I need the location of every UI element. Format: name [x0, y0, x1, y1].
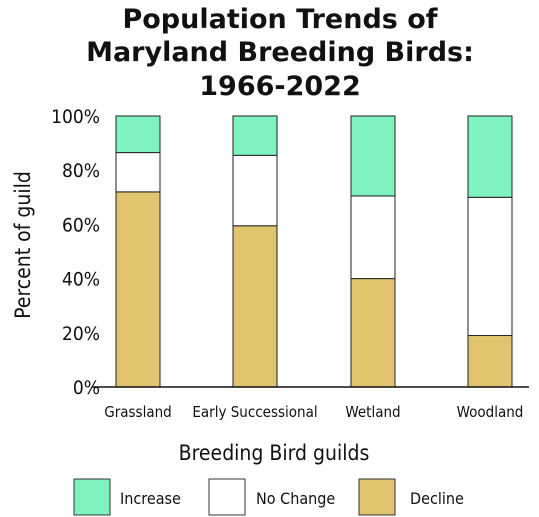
- bar-segment-no-change: [232, 154, 278, 227]
- bars: [115, 115, 513, 388]
- bar-segment-increase: [115, 115, 161, 154]
- x-tick-label: Wetland: [345, 403, 400, 421]
- y-axis-label: Percent of guild: [11, 171, 35, 319]
- x-tick-label: Early Successional: [192, 403, 317, 421]
- legend-swatch-decline: [358, 478, 396, 516]
- legend-label-decline: Decline: [410, 489, 464, 508]
- y-tick-label: 100%: [51, 106, 100, 128]
- x-axis-label: Breeding Bird guilds: [179, 441, 370, 465]
- legend-label-increase: Increase: [120, 489, 181, 508]
- y-tick-label: 40%: [62, 269, 100, 291]
- chart-title-line-3: 1966-2022: [199, 71, 361, 102]
- y-tick-label: 20%: [62, 323, 100, 345]
- x-tick-label: Grassland: [104, 403, 171, 421]
- bar-segment-decline: [115, 191, 161, 388]
- bar-segment-no-change: [467, 196, 513, 337]
- bar-segment-increase: [350, 115, 396, 197]
- bar-segment-increase: [467, 115, 513, 198]
- x-tick-label: Woodland: [457, 403, 524, 421]
- chart-title: Population Trends of Maryland Breeding B…: [86, 4, 474, 102]
- bar-segment-increase: [232, 115, 278, 156]
- y-tick-label: 60%: [62, 214, 100, 236]
- y-tick-label: 0%: [73, 377, 100, 399]
- y-axis-ticks: 0% 20% 40% 60% 80% 100%: [51, 106, 100, 399]
- bar-segment-decline: [350, 278, 396, 388]
- y-tick-label: 80%: [62, 160, 100, 182]
- bar-segment-no-change: [350, 195, 396, 280]
- legend-label-no-change: No Change: [256, 489, 335, 508]
- chart-title-line-1: Population Trends of: [122, 4, 437, 35]
- legend: Increase No Change Decline: [73, 478, 464, 516]
- bar-segment-no-change: [115, 152, 161, 193]
- legend-swatch-increase: [73, 478, 111, 516]
- bar-segment-decline: [467, 335, 513, 388]
- x-axis-tick-labels: Grassland Early Successional Wetland Woodla…: [104, 403, 523, 421]
- chart-title-line-2: Maryland Breeding Birds:: [86, 37, 474, 68]
- legend-swatch-no-change: [208, 478, 246, 516]
- bar-segment-decline: [232, 225, 278, 388]
